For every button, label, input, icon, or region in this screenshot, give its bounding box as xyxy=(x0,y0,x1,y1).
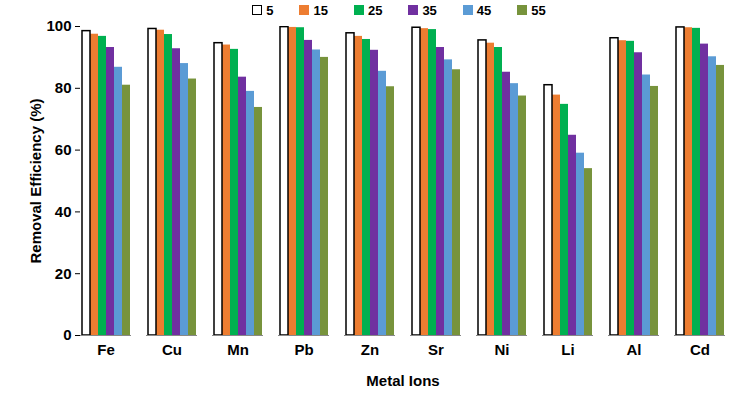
svg-text:Removal Efficiency (%): Removal Efficiency (%) xyxy=(27,98,44,263)
svg-text:Metal Ions: Metal Ions xyxy=(366,372,439,389)
html-text:55: 55 xyxy=(531,2,546,18)
svg-text:Pb: Pb xyxy=(294,341,313,358)
svg-text:80: 80 xyxy=(55,79,72,96)
svg-text:Li: Li xyxy=(561,341,574,358)
svg-text:60: 60 xyxy=(55,141,72,158)
svg-text:Mn: Mn xyxy=(227,341,249,358)
svg-text:20: 20 xyxy=(55,265,72,282)
svg-text:0: 0 xyxy=(63,326,71,343)
svg-text:Ni: Ni xyxy=(495,341,510,358)
svg-text:Fe: Fe xyxy=(97,341,115,358)
svg-text:Al: Al xyxy=(627,341,642,358)
html-text:5: 5 xyxy=(266,2,274,18)
html-text:35: 35 xyxy=(422,2,437,18)
svg-text:100: 100 xyxy=(46,20,71,34)
html-text:25: 25 xyxy=(367,2,383,18)
svg-text:Sr: Sr xyxy=(428,341,444,358)
html-text:15: 15 xyxy=(313,2,328,18)
svg-text:Zn: Zn xyxy=(361,341,379,358)
svg-text:40: 40 xyxy=(55,203,72,220)
svg-text:Cd: Cd xyxy=(690,341,710,358)
html-text:45: 45 xyxy=(476,2,492,18)
svg-text:Cu: Cu xyxy=(162,341,182,358)
